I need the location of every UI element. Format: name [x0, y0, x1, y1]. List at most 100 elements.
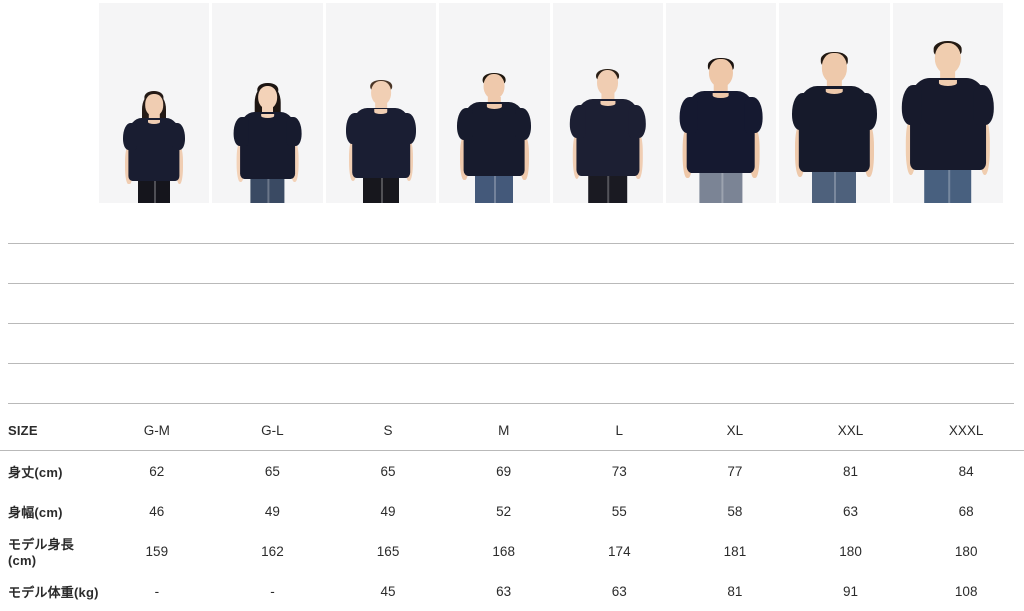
- size-table-wrapper: SIZE G-M G-L S M L XL XXL XXXL 身丈(cm) 62 65 65 69 73 77…: [0, 205, 1024, 600]
- model-sleeve-right: [629, 105, 646, 139]
- row-label-body-width: 身幅(cm): [8, 504, 63, 520]
- cell-model-weight-l: 63: [611, 583, 627, 599]
- row-label-body-length: 身丈(cm): [8, 464, 63, 480]
- cell-body-width-xxl: 63: [843, 503, 859, 519]
- size-column-header-g-m: G-M: [143, 422, 170, 438]
- model-sleeve-right: [400, 113, 417, 144]
- model-figure: [122, 67, 186, 203]
- model-neck: [488, 96, 501, 108]
- model-face: [822, 53, 847, 84]
- model-face: [483, 73, 505, 100]
- model-figure: [568, 36, 646, 203]
- photo-row-label-spacer: [0, 3, 99, 203]
- model-collar: [713, 92, 729, 99]
- model-collar: [148, 119, 161, 124]
- model-figure: [790, 16, 878, 203]
- table-row: モデル身長(cm) 159 162 165 168 174 181 180 180: [0, 531, 1024, 571]
- cell-body-length-xl: 77: [727, 463, 743, 479]
- cell-model-weight-s: 45: [380, 583, 396, 599]
- model-photo-m[interactable]: [439, 3, 553, 203]
- cell-model-height-s: 165: [376, 543, 400, 559]
- model-figure: [901, 3, 995, 203]
- table-rule: [8, 403, 1014, 404]
- model-tshirt: [576, 99, 640, 176]
- model-tshirt: [687, 90, 755, 174]
- model-photo-xxxl[interactable]: [892, 3, 1003, 203]
- model-sleeve-left: [234, 117, 249, 147]
- row-label-model-height: モデル身長(cm): [8, 537, 75, 568]
- cell-model-height-m: 168: [492, 543, 515, 559]
- model-tshirt: [240, 111, 296, 179]
- model-figure: [456, 42, 532, 203]
- cell-body-width-g-m: 46: [149, 503, 165, 519]
- cell-body-length-g-m: 62: [149, 463, 165, 479]
- cell-model-height-g-m: 159: [145, 543, 169, 559]
- model-tshirt: [352, 107, 410, 178]
- model-collar: [374, 109, 388, 114]
- table-rule: [8, 283, 1014, 284]
- table-row: 身幅(cm) 46 49 49 52 55 58 63 68: [0, 491, 1024, 531]
- cell-body-length-l: 73: [611, 463, 627, 479]
- cell-model-height-xl: 181: [723, 543, 747, 559]
- cell-model-height-l: 174: [608, 543, 631, 559]
- cell-body-width-m: 52: [496, 503, 512, 519]
- size-table-body: SIZE G-M G-L S M L XL XXL XXXL 身丈(cm) 62 65 65 69 73 77…: [0, 410, 1024, 611]
- model-collar: [938, 80, 957, 87]
- model-neck: [148, 113, 160, 123]
- cell-body-width-xl: 58: [727, 503, 743, 519]
- cell-model-height-g-l: 162: [261, 543, 284, 559]
- cell-body-width-g-l: 49: [264, 503, 280, 519]
- size-column-header-g-l: G-L: [261, 422, 284, 438]
- cell-model-weight-g-l: -: [270, 583, 275, 599]
- cell-body-length-g-l: 65: [264, 463, 280, 479]
- cell-body-length-xxl: 81: [843, 463, 859, 479]
- model-sleeve-right: [973, 85, 994, 126]
- model-tshirt: [799, 86, 870, 173]
- model-neck: [375, 102, 387, 113]
- model-sleeve-right: [858, 93, 878, 131]
- cell-body-length-m: 69: [496, 463, 512, 479]
- cell-model-height-xxxl: 180: [954, 543, 978, 559]
- model-figure: [679, 23, 764, 203]
- model-tshirt: [463, 102, 525, 177]
- size-column-header-xl: XL: [726, 422, 744, 438]
- size-header-label: SIZE: [8, 422, 38, 438]
- model-photo-s[interactable]: [325, 3, 440, 203]
- cell-model-height-xxl: 180: [839, 543, 862, 559]
- model-collar: [600, 101, 616, 106]
- model-figure: [233, 57, 302, 203]
- cell-body-width-xxxl: 68: [958, 503, 974, 519]
- model-figure: [345, 50, 417, 203]
- table-rule: [8, 323, 1014, 324]
- table-row: 身丈(cm) 62 65 65 69 73 77 81 84: [0, 451, 1024, 492]
- model-sleeve-right: [286, 117, 302, 147]
- model-face: [145, 94, 163, 116]
- model-photo-xxl[interactable]: [779, 3, 893, 203]
- size-chart: SIZE G-M G-L S M L XL XXL XXXL 身丈(cm) 62 65 65 69 73 77…: [0, 3, 1024, 600]
- table-rule: [8, 243, 1014, 244]
- model-sleeve-left: [791, 93, 811, 131]
- table-rule: [8, 363, 1014, 364]
- size-table: SIZE G-M G-L S M L XL XXL XXXL 身丈(cm) 62 65 65 69 73 77…: [0, 410, 1024, 611]
- model-collar: [487, 104, 502, 109]
- model-face: [596, 69, 619, 97]
- model-photo-l[interactable]: [552, 3, 666, 203]
- model-photo-g-l[interactable]: [212, 3, 326, 203]
- model-sleeve-left: [679, 97, 698, 134]
- model-photo-strip: [0, 3, 1024, 203]
- model-photo-g-m[interactable]: [99, 3, 213, 203]
- model-sleeve-left: [457, 108, 474, 141]
- model-face: [934, 42, 961, 75]
- model-photo-xl[interactable]: [665, 3, 780, 203]
- cell-body-length-s: 65: [380, 463, 396, 479]
- cell-body-width-s: 49: [380, 503, 396, 519]
- cell-model-weight-xxxl: 108: [954, 583, 978, 599]
- model-sleeve-right: [744, 97, 763, 134]
- cell-model-weight-xl: 81: [727, 583, 743, 599]
- model-collar: [826, 88, 843, 95]
- size-column-header-l: L: [615, 422, 624, 438]
- model-sleeve-left: [901, 85, 922, 126]
- model-face: [371, 80, 391, 105]
- model-sleeve-left: [345, 113, 362, 144]
- model-collar: [261, 113, 274, 118]
